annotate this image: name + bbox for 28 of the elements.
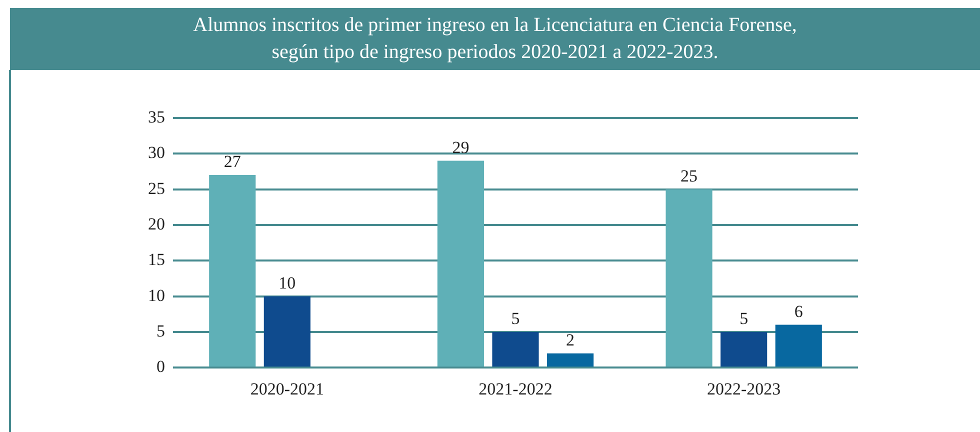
y-tick-label: 30 — [148, 143, 165, 162]
y-tick-label: 15 — [148, 250, 165, 270]
y-tick-label: 10 — [148, 286, 165, 305]
x-tick-label: 2022-2023 — [706, 379, 781, 398]
y-tick-label: 0 — [156, 357, 165, 376]
bar — [492, 332, 539, 367]
bar — [666, 189, 712, 367]
x-tick-label: 2020-2021 — [250, 379, 324, 398]
data-label: 5 — [511, 308, 520, 328]
bar — [547, 353, 594, 367]
data-label: 25 — [680, 166, 698, 186]
y-tick-label: 20 — [148, 214, 165, 234]
bar — [437, 160, 484, 367]
chart-title: Alumnos inscritos de primer ingreso en la Licenciatura en Ciencia Forense, según tipo de ingreso periodos 2020-2021 a 2022-2023. — [10, 8, 980, 70]
x-tick-label: 2021-2022 — [478, 379, 552, 398]
y-tick-label: 5 — [156, 321, 165, 340]
data-label: 6 — [794, 302, 803, 321]
data-label: 5 — [740, 308, 748, 328]
bar — [209, 175, 256, 367]
data-label: 29 — [452, 138, 470, 157]
y-tick-label: 35 — [148, 107, 165, 126]
bar — [264, 296, 310, 367]
data-label: 27 — [224, 152, 242, 172]
y-tick-label: 25 — [148, 178, 165, 198]
data-label: 10 — [278, 273, 296, 292]
data-label: 2 — [566, 330, 575, 350]
bar — [720, 332, 768, 367]
bar — [775, 324, 822, 367]
